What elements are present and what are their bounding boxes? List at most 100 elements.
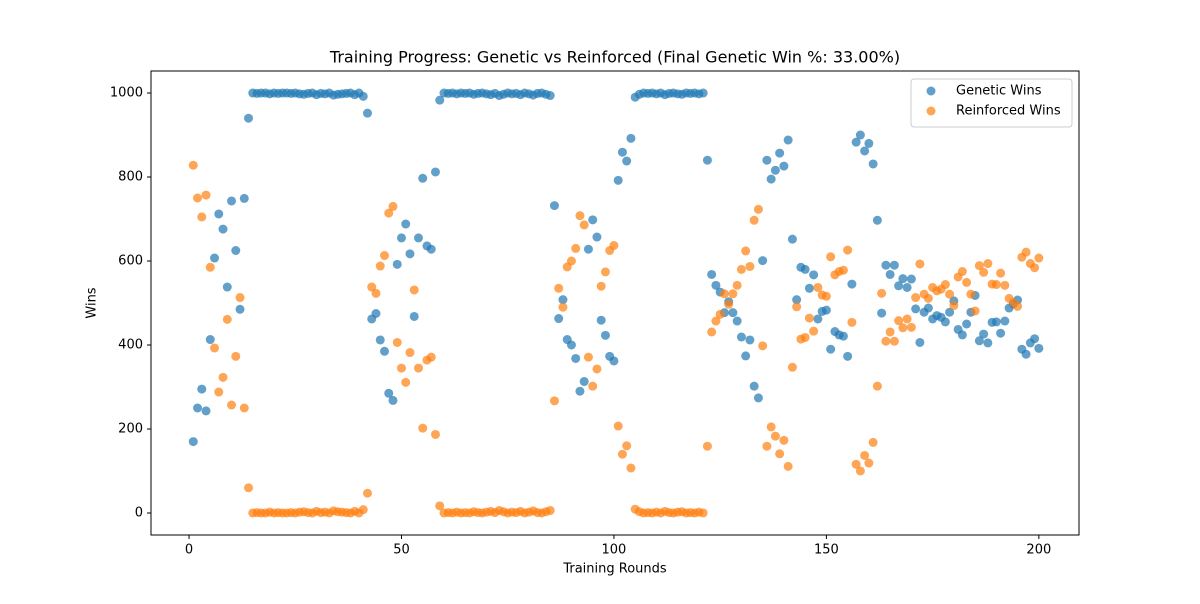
point: [609, 240, 619, 250]
point: [622, 156, 632, 166]
point: [210, 343, 220, 353]
point: [197, 384, 207, 394]
x-tick-label: 100: [602, 543, 627, 558]
point: [409, 285, 419, 295]
point: [435, 501, 445, 511]
point: [396, 363, 406, 373]
y-tick-label: 0: [135, 505, 143, 520]
point: [974, 261, 984, 271]
point: [766, 174, 776, 184]
point: [741, 351, 751, 361]
point: [889, 336, 899, 346]
point: [702, 155, 712, 165]
point: [210, 253, 220, 263]
point: [860, 450, 870, 460]
point: [732, 280, 742, 290]
legend-marker: [926, 106, 936, 116]
y-tick-label: 400: [118, 337, 143, 352]
point: [1021, 349, 1031, 359]
point: [872, 215, 882, 225]
point: [957, 330, 967, 340]
point: [707, 327, 717, 337]
point: [545, 91, 555, 101]
point: [435, 95, 445, 105]
point: [991, 280, 1001, 290]
point: [800, 264, 810, 274]
point: [545, 505, 555, 515]
point: [583, 244, 593, 254]
point: [821, 305, 831, 315]
point: [868, 159, 878, 169]
point: [758, 256, 768, 266]
point: [554, 314, 564, 324]
legend-label: Genetic Wins: [956, 84, 1042, 99]
point: [855, 466, 865, 476]
point: [396, 233, 406, 243]
point: [1000, 316, 1010, 326]
legend-box: [910, 78, 1073, 128]
point: [622, 441, 632, 451]
point: [575, 211, 585, 221]
point: [894, 316, 904, 326]
point: [600, 330, 610, 340]
point: [898, 274, 908, 284]
point: [724, 299, 734, 309]
point: [762, 155, 772, 165]
point: [996, 328, 1006, 338]
point: [235, 293, 245, 303]
point: [940, 280, 950, 290]
point: [388, 395, 398, 405]
point: [214, 387, 224, 397]
point: [214, 209, 224, 219]
point: [554, 283, 564, 293]
point: [188, 437, 198, 447]
point: [843, 351, 853, 361]
point: [392, 337, 402, 347]
point: [227, 196, 237, 206]
point: [902, 282, 912, 292]
point: [821, 291, 831, 301]
point: [753, 393, 763, 403]
chart-title: Training Progress: Genetic vs Reinforced…: [329, 48, 900, 67]
point: [826, 252, 836, 262]
point: [847, 317, 857, 327]
point: [566, 256, 576, 266]
point: [851, 459, 861, 469]
point: [201, 406, 211, 416]
point: [1030, 334, 1040, 344]
point: [957, 267, 967, 277]
point: [698, 508, 708, 518]
point: [239, 403, 249, 413]
point: [617, 449, 627, 459]
x-tick-label: 200: [1026, 543, 1051, 558]
point: [741, 246, 751, 256]
point: [409, 311, 419, 321]
point: [838, 331, 848, 341]
point: [626, 133, 636, 143]
point: [962, 277, 972, 287]
point: [600, 267, 610, 277]
legend-marker: [926, 86, 936, 96]
point: [906, 322, 916, 332]
point: [222, 282, 232, 292]
point: [974, 336, 984, 346]
point: [698, 88, 708, 98]
point: [758, 341, 768, 351]
point: [244, 113, 254, 123]
point: [592, 364, 602, 374]
point: [979, 329, 989, 339]
point: [375, 261, 385, 271]
point: [923, 293, 933, 303]
point: [231, 246, 241, 256]
point: [966, 289, 976, 299]
point: [996, 268, 1006, 278]
point: [813, 314, 823, 324]
point: [809, 270, 819, 280]
point: [783, 461, 793, 471]
point: [749, 381, 759, 391]
point: [188, 160, 198, 170]
point: [379, 346, 389, 356]
point: [222, 314, 232, 324]
y-tick-label: 800: [118, 170, 143, 185]
